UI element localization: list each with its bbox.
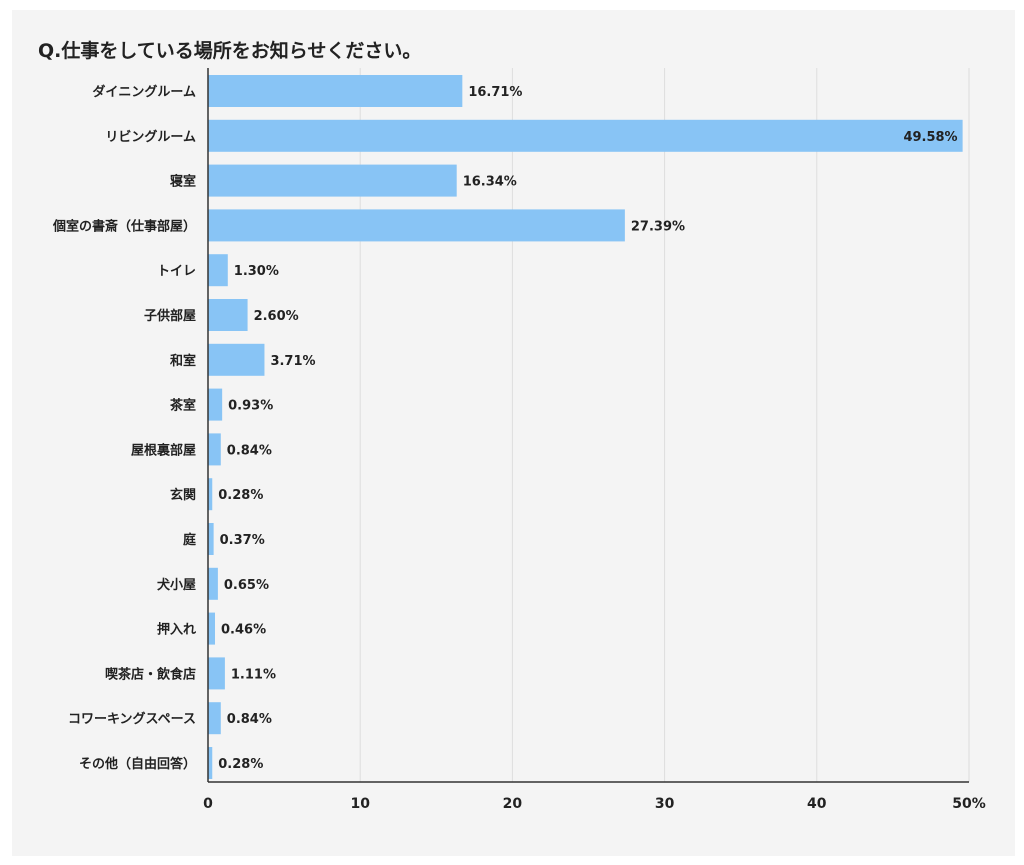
x-tick-label: 10	[350, 796, 370, 812]
bar	[208, 657, 225, 690]
value-label: 16.34%	[463, 175, 517, 190]
category-label: その他（自由回答）	[79, 756, 196, 772]
category-label: コワーキングスペース	[68, 711, 196, 727]
value-label: 2.60%	[254, 309, 299, 324]
value-label: 0.37%	[220, 533, 265, 548]
bar	[208, 478, 213, 511]
bar	[208, 433, 221, 466]
bar	[208, 343, 265, 376]
x-tick-label: 40	[807, 796, 827, 812]
x-tick-label: 0	[203, 796, 213, 812]
bar	[208, 119, 963, 152]
bar	[208, 567, 218, 600]
x-tick-label: 30	[655, 796, 675, 812]
category-label: 子供部屋	[144, 308, 196, 324]
category-label: ダイニングルーム	[92, 84, 196, 100]
category-label: 寝室	[170, 174, 196, 190]
bar	[208, 523, 214, 555]
value-label: 0.84%	[227, 712, 272, 727]
category-label: 喫茶店・飲食店	[105, 666, 196, 682]
category-label: 茶室	[170, 398, 196, 414]
bar	[208, 209, 625, 242]
category-label: 庭	[183, 532, 197, 548]
bar	[208, 299, 248, 331]
bar	[208, 254, 228, 287]
value-label: 0.93%	[228, 399, 273, 414]
value-label: 0.65%	[224, 578, 269, 593]
value-label: 16.71%	[468, 85, 522, 100]
x-tick-label: 50%	[952, 796, 986, 812]
category-label: 和室	[170, 353, 196, 369]
chart-title: Q.仕事をしている場所をお知らせください。	[38, 40, 422, 62]
value-label: 0.84%	[227, 443, 272, 458]
category-label: 玄関	[170, 487, 196, 503]
value-label: 0.28%	[218, 488, 263, 503]
x-tick-label: 20	[503, 796, 523, 812]
value-label: 1.11%	[231, 667, 276, 682]
value-label: 27.39%	[631, 219, 685, 234]
category-label: 屋根裏部屋	[131, 442, 196, 458]
bar	[208, 747, 213, 779]
value-label: 3.71%	[270, 354, 315, 369]
category-label: トイレ	[157, 264, 196, 279]
bar	[208, 702, 221, 735]
category-label: 押入れ	[157, 622, 196, 638]
bar	[208, 75, 463, 107]
category-label: 個室の書斎（仕事部屋）	[52, 218, 196, 234]
value-label: 0.46%	[221, 623, 266, 638]
value-label: 49.58%	[903, 130, 957, 145]
category-label: 犬小屋	[157, 577, 196, 593]
category-label: リビングルーム	[105, 129, 196, 145]
bar	[208, 388, 223, 421]
value-label: 0.28%	[218, 757, 263, 772]
bar	[208, 164, 457, 197]
bar	[208, 612, 216, 645]
value-label: 1.30%	[234, 264, 279, 279]
